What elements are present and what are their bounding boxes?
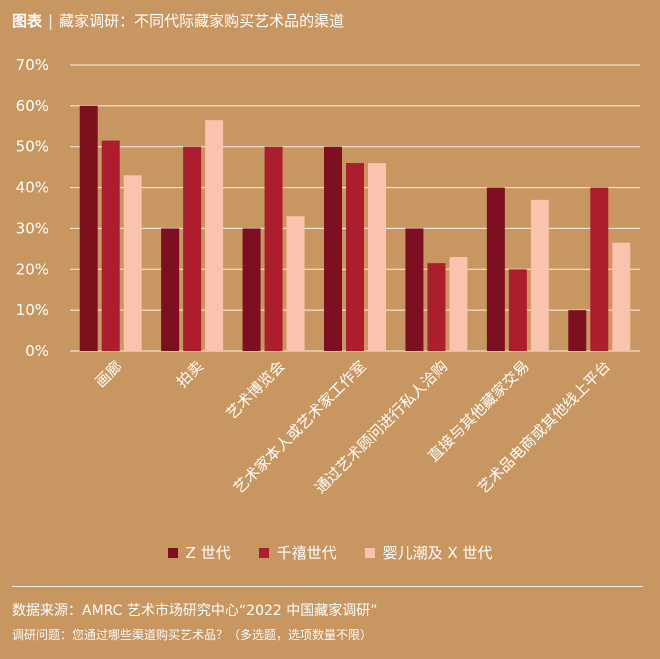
chart-legend: Z 世代 千禧世代 婴儿潮及 X 世代 (0, 542, 660, 563)
x-tick-label: 艺术博览会 (223, 357, 289, 423)
y-tick-label: 70% (16, 56, 49, 74)
bar (612, 242, 631, 351)
bar (530, 199, 549, 351)
y-tick-label: 60% (16, 97, 49, 115)
legend-swatch (258, 547, 269, 558)
x-tick-label: 艺术品电商或其他线上平台 (474, 357, 614, 497)
bar (368, 163, 386, 351)
bar (264, 146, 283, 351)
figure-label: 图表 (12, 12, 43, 30)
bar (161, 228, 180, 351)
bar (427, 263, 446, 351)
bar (324, 146, 342, 351)
y-tick-label: 50% (16, 138, 49, 156)
legend-label: Z 世代 (185, 544, 231, 562)
legend-item: 婴儿潮及 X 世代 (364, 542, 493, 563)
legend-label: 千禧世代 (276, 544, 337, 562)
bar (101, 140, 120, 351)
survey-question: 调研问题：您通过哪些渠道购买艺术品？（多选题，选项数量不限） (12, 628, 373, 642)
bar (486, 187, 505, 351)
bar (346, 163, 364, 351)
x-tick-label: 艺术家本人或艺术家工作室 (230, 357, 370, 497)
y-tick-label: 20% (16, 260, 49, 278)
bar (242, 228, 261, 351)
chart-title-row: 图表 | 藏家调研：不同代际藏家购买艺术品的渠道 (12, 10, 344, 31)
footer-divider (12, 586, 643, 587)
legend-label: 婴儿潮及 X 世代 (382, 544, 493, 562)
bar (590, 187, 609, 351)
legend-item: Z 世代 (167, 542, 231, 563)
bar (508, 269, 527, 351)
x-tick-label: 通过艺术顾问进行私人洽购 (311, 357, 451, 497)
y-tick-label: 0% (25, 342, 49, 360)
bar (568, 310, 587, 351)
x-tick-label: 拍卖 (173, 357, 207, 391)
bar (79, 105, 98, 351)
bar (205, 120, 224, 352)
y-tick-label: 30% (16, 219, 49, 237)
bar (286, 216, 305, 351)
bar (449, 257, 468, 351)
bar (183, 146, 202, 351)
legend-item: 千禧世代 (258, 542, 337, 563)
bar (405, 228, 424, 351)
y-tick-label: 10% (16, 301, 49, 319)
legend-swatch (364, 547, 375, 558)
x-tick-label: 画廊 (92, 357, 126, 391)
data-source: 数据来源：AMRC 艺术市场研究中心“2022 中国藏家调研” (12, 603, 378, 619)
title-separator: | (48, 12, 54, 30)
legend-swatch (167, 547, 178, 558)
chart-title: 藏家调研：不同代际藏家购买艺术品的渠道 (59, 12, 345, 30)
bar-chart: 0% 10% 20% 30% 40% 50% 60% 70% 画廊 拍卖 艺术博览会艺术家本人或艺术… (16, 56, 640, 497)
bar (123, 175, 142, 351)
y-tick-label: 40% (16, 179, 49, 197)
